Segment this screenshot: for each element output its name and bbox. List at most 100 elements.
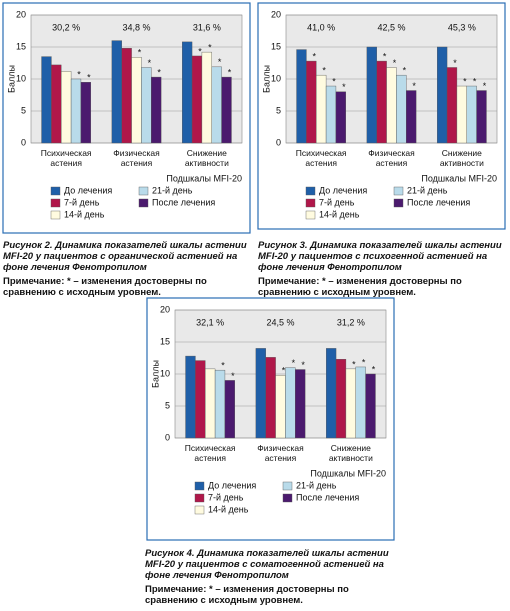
y-axis-label: Баллы: [6, 65, 16, 93]
significance-star: *: [322, 66, 326, 76]
legend-label: 14-й день: [64, 209, 105, 219]
bar: [366, 46, 377, 144]
annotation: 41,0 %: [307, 22, 335, 32]
significance-star: *: [383, 51, 387, 61]
significance-star: *: [463, 76, 467, 86]
y-tick-label: 15: [271, 41, 281, 51]
bar: [437, 46, 448, 144]
legend-label: До лечения: [208, 480, 256, 490]
significance-star: *: [148, 58, 152, 68]
legend-label: 7-й день: [64, 197, 100, 207]
x-tick-label: Снижение активности: [328, 443, 373, 463]
significance-star: *: [403, 66, 407, 76]
bar: [335, 91, 346, 144]
bar: [191, 55, 203, 144]
x-tick-label: Психическая астения: [184, 443, 236, 463]
legend-swatch: [305, 186, 316, 196]
significance-star: *: [372, 364, 376, 374]
x-tick-label: Физическая астения: [113, 148, 160, 168]
y-tick-label: 5: [21, 105, 26, 115]
legend-label: 14-й день: [208, 504, 249, 514]
legend-swatch: [194, 493, 205, 503]
y-tick-label: 20: [160, 304, 170, 314]
bar: [316, 74, 327, 144]
x-axis-label: Подшкалы MFI-20: [310, 468, 386, 478]
bar: [285, 367, 296, 439]
bar: [111, 40, 122, 144]
bar: [326, 348, 337, 439]
legend-swatch: [194, 505, 205, 515]
y-tick-label: 0: [165, 432, 170, 442]
bar: [396, 74, 407, 144]
bar: [275, 375, 286, 439]
y-tick-label: 10: [160, 368, 170, 378]
legend-label: После лечения: [296, 492, 359, 502]
legend-label: 21-й день: [407, 185, 448, 195]
bar: [386, 67, 397, 144]
significance-star: *: [282, 366, 286, 376]
bar: [306, 60, 317, 144]
y-tick-label: 5: [165, 400, 170, 410]
y-tick-label: 15: [16, 41, 26, 51]
significance-star: *: [453, 58, 457, 68]
significance-star: *: [332, 76, 336, 86]
bar: [201, 51, 212, 144]
annotation: 31,6 %: [193, 22, 221, 32]
significance-star: *: [473, 76, 477, 86]
bar: [456, 85, 467, 144]
x-axis-label: Подшкалы MFI-20: [421, 173, 497, 183]
legend-label: 21-й день: [152, 185, 193, 195]
legend-swatch: [50, 210, 61, 220]
x-tick-label: Психическая астения: [40, 148, 92, 168]
annotation: 31,2 %: [337, 317, 365, 327]
significance-star: *: [483, 81, 487, 91]
bar: [355, 366, 366, 439]
y-tick-label: 10: [16, 73, 26, 83]
bar: [51, 64, 62, 144]
y-axis-label: Баллы: [150, 360, 160, 388]
y-tick-label: 0: [21, 137, 26, 147]
bar: [466, 85, 477, 144]
significance-star: *: [352, 359, 356, 369]
legend-swatch: [282, 493, 293, 503]
bar: [185, 355, 196, 439]
legend-swatch: [194, 481, 205, 491]
bar: [151, 76, 162, 144]
bar: [41, 56, 52, 144]
significance-star: *: [393, 58, 397, 68]
bar: [335, 359, 347, 439]
note: Примечание: * – изменения достоверны по …: [3, 276, 207, 298]
significance-star: *: [218, 57, 222, 67]
caption: Рисунок 2. Динамика показателей шкалы ас…: [3, 240, 247, 273]
bar: [182, 41, 193, 144]
significance-star: *: [412, 81, 416, 91]
bar: [446, 67, 458, 144]
significance-star: *: [221, 361, 225, 371]
y-tick-label: 15: [160, 336, 170, 346]
legend-label: 7-й день: [319, 197, 355, 207]
bar: [265, 357, 276, 439]
x-tick-label: Физическая астения: [257, 443, 304, 463]
significance-star: *: [87, 73, 91, 83]
significance-star: *: [301, 360, 305, 370]
bar: [376, 60, 387, 144]
x-tick-label: Снижение активности: [184, 148, 229, 168]
significance-star: *: [342, 82, 346, 92]
significance-star: *: [208, 42, 212, 52]
annotation: 34,8 %: [122, 22, 150, 32]
caption: Рисунок 3. Динамика показателей шкалы ас…: [258, 240, 502, 273]
legend-label: До лечения: [64, 185, 112, 195]
x-tick-label: Физическая астения: [368, 148, 415, 168]
significance-star: *: [231, 371, 235, 381]
bar: [61, 71, 72, 144]
y-axis-label: Баллы: [261, 65, 271, 93]
legend-swatch: [305, 210, 316, 220]
bar: [255, 348, 266, 439]
bar: [70, 78, 82, 144]
significance-star: *: [313, 51, 317, 61]
y-tick-label: 5: [276, 105, 281, 115]
legend-swatch: [305, 198, 316, 208]
bar: [214, 369, 226, 439]
annotation: 30,2 %: [52, 22, 80, 32]
significance-star: *: [228, 67, 232, 77]
